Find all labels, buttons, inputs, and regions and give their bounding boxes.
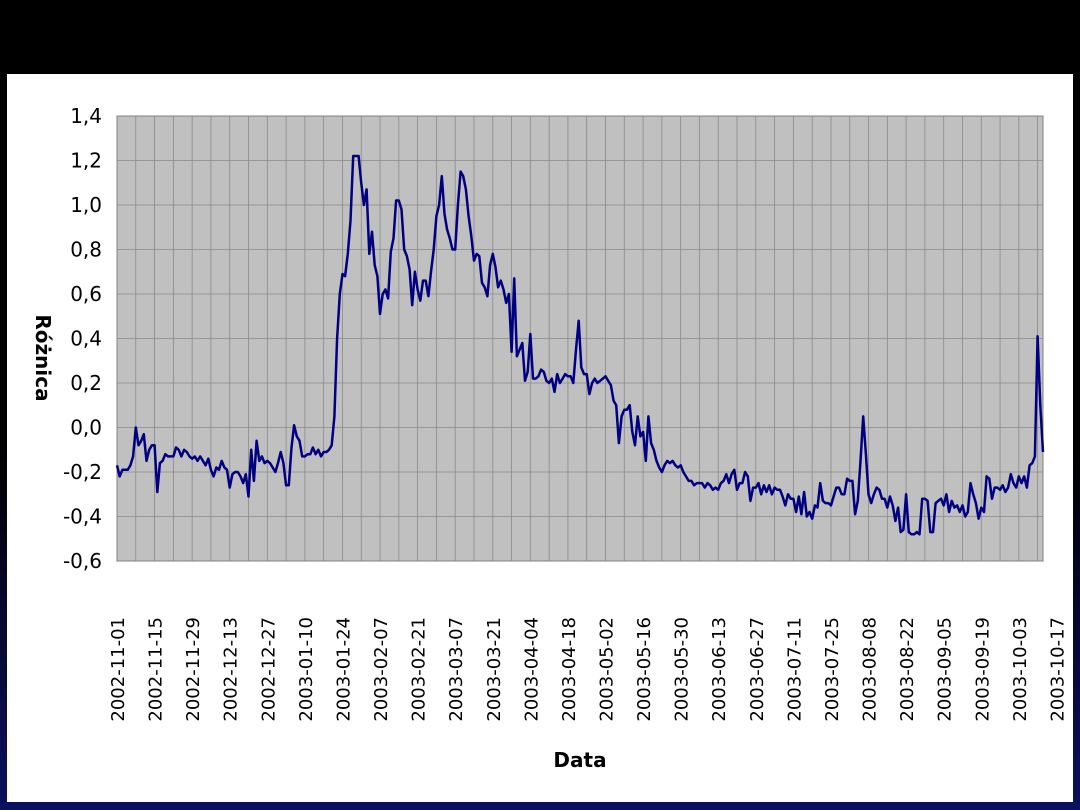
x-tick-label: 2003-01-24: [333, 617, 354, 722]
y-tick-label: 0,0: [70, 416, 102, 440]
series-line: [115, 154, 1045, 536]
y-tick-label: 0,2: [70, 371, 102, 395]
x-tick-label: 2003-06-13: [709, 617, 730, 722]
x-tick-label: 2003-02-07: [371, 617, 392, 722]
x-tick-label: 2003-08-22: [897, 617, 918, 722]
x-tick-label: 2003-03-07: [446, 617, 467, 722]
x-tick-label: 2003-09-05: [935, 617, 956, 722]
y-tick-label: 0,4: [70, 327, 102, 351]
x-tick-label: 2003-10-03: [1010, 617, 1031, 722]
y-tick-label: 1,0: [70, 193, 102, 217]
x-tick-label: 2003-02-21: [409, 617, 430, 722]
x-tick-label: 2003-09-19: [972, 617, 993, 722]
y-axis-ticks: -0,6 -0,4 -0,2 0,0 0,2 0,4 0,6 0,8 1,0 1,2 1,4: [63, 104, 102, 573]
x-tick-label: 2003-05-30: [672, 617, 693, 722]
x-tick-label: 2003-07-11: [784, 617, 805, 722]
x-tick-label: 2003-05-02: [596, 617, 617, 722]
x-tick-label: 2003-07-25: [822, 617, 843, 722]
y-tick-label: -0,4: [63, 505, 102, 529]
y-tick-label: -0,2: [63, 460, 102, 484]
y-tick-label: 1,4: [70, 104, 102, 128]
y-tick-label: 0,6: [70, 282, 102, 306]
x-tick-label: 2003-10-17: [1047, 617, 1068, 722]
x-axis-ticks: 2002-11-01 2002-11-15 2002-11-29 2002-12-13…: [108, 617, 1068, 722]
x-tick-label: 2002-12-13: [221, 617, 242, 722]
y-tick-label: -0,6: [63, 549, 102, 573]
x-tick-label: 2003-06-27: [747, 617, 768, 722]
x-tick-label: 2003-01-10: [296, 617, 317, 722]
x-tick-label: 2003-03-21: [484, 617, 505, 722]
x-tick-label: 2003-08-08: [860, 617, 881, 722]
y-tick-label: 0,8: [70, 238, 102, 262]
x-tick-label: 2003-04-18: [559, 617, 580, 722]
x-tick-label: 2003-04-04: [521, 617, 542, 722]
top-black-band: [0, 0, 1080, 74]
horizontal-gridlines: [117, 160, 1043, 517]
y-tick-label: 1,2: [70, 149, 102, 173]
x-tick-label: 2002-11-15: [146, 617, 167, 722]
x-tick-label: 2003-05-16: [634, 617, 655, 722]
y-axis-title: Różnica: [31, 314, 55, 401]
x-tick-label: 2002-11-01: [108, 617, 129, 722]
x-axis-title: Data: [553, 748, 606, 772]
x-tick-label: 2002-11-29: [183, 617, 204, 722]
x-tick-label: 2002-12-27: [258, 617, 279, 722]
